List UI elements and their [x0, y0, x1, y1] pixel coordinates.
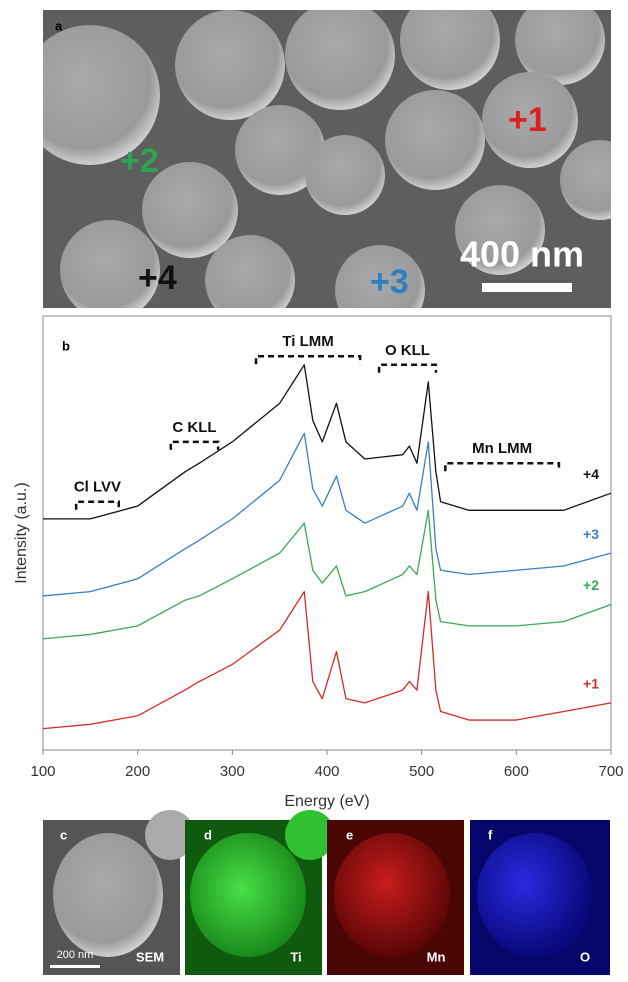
sample-marker: +4 — [138, 259, 177, 297]
panel-label: d — [204, 827, 212, 842]
spectrum-line — [42, 590, 612, 730]
scale-bar-label: 400 nm — [460, 234, 584, 275]
x-tick-label: 100 — [30, 763, 55, 780]
x-tick-label: 200 — [125, 763, 150, 780]
x-tick-label: 300 — [220, 763, 245, 780]
spectrum-chart: 100 200 300 400 500 600 700 +4 +3 +2 +1 Cl LVV C KLL… — [30, 333, 623, 780]
panel-label: e — [346, 827, 353, 842]
y-axis-label: Intensity (a.u.) — [13, 482, 30, 583]
x-tick-label: 600 — [504, 763, 529, 780]
series-label: +3 — [583, 526, 599, 542]
x-axis-label: Energy (eV) — [284, 793, 369, 810]
panel-label: b — [62, 338, 70, 353]
panel-caption: Mn — [427, 949, 446, 964]
bracket — [74, 500, 120, 510]
spectrum-line — [42, 432, 612, 597]
spectrum-line — [42, 509, 612, 640]
sample-marker: +3 — [370, 263, 409, 301]
panel-caption: Ti — [290, 949, 301, 964]
panel-label: f — [488, 827, 493, 842]
series-label: +1 — [583, 676, 599, 692]
eds-panels — [43, 810, 610, 975]
annotation: Mn LMM — [472, 440, 532, 457]
panel-caption: SEM — [136, 949, 164, 964]
x-tick-label: 700 — [598, 763, 623, 780]
panel-label: a — [55, 18, 63, 33]
annotation: O KLL — [385, 342, 430, 359]
bracket — [169, 440, 220, 450]
bracket — [377, 363, 438, 373]
scale-bar — [482, 283, 572, 292]
spectrum-line — [43, 364, 612, 520]
bracket — [444, 461, 561, 472]
x-tick-label: 400 — [314, 763, 339, 780]
x-tick-label: 500 — [409, 763, 434, 780]
sem-image — [43, 10, 611, 308]
annotation: Ti LMM — [282, 333, 333, 350]
series-label: +2 — [583, 577, 599, 593]
sample-marker: +2 — [120, 142, 159, 180]
series-label: +4 — [583, 466, 599, 482]
sample-marker: +1 — [508, 101, 547, 139]
bracket — [254, 354, 362, 365]
scale-bar-label: 200 nm — [57, 949, 94, 961]
annotation: C KLL — [172, 419, 216, 436]
scale-bar — [50, 965, 100, 968]
panel-caption: O — [580, 949, 590, 964]
annotation: Cl LVV — [74, 479, 121, 496]
panel-label: c — [60, 827, 67, 842]
